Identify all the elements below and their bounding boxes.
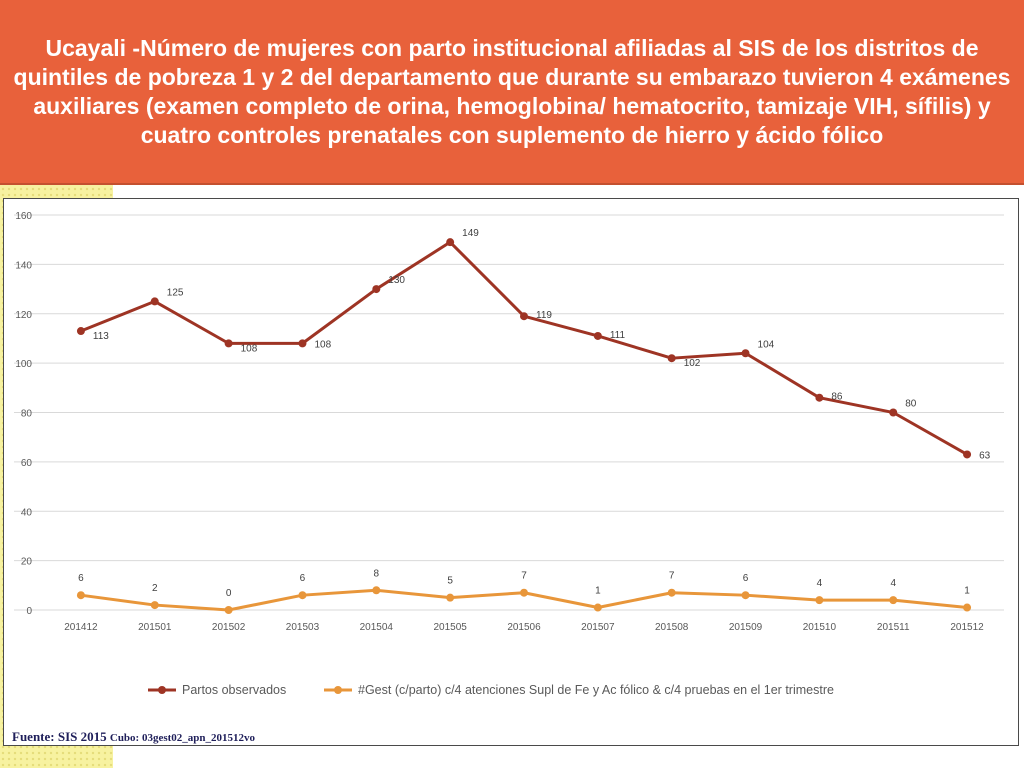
data-label-series-1: 108	[314, 339, 331, 350]
data-label-series-2: 6	[743, 573, 749, 584]
x-tick-label: 201506	[507, 622, 541, 633]
data-point-series-2	[667, 588, 676, 597]
data-point-series-2	[889, 596, 898, 605]
y-tick-label: 0	[26, 606, 32, 617]
y-tick-label: 140	[15, 260, 32, 271]
data-label-series-1: 111	[610, 330, 626, 341]
x-tick-label: 201508	[655, 622, 689, 633]
x-tick-label: 201509	[729, 622, 763, 633]
y-tick-label: 20	[21, 557, 33, 568]
legend-item-series-2: #Gest (c/parto) c/4 atenciones Supl de F…	[324, 683, 834, 697]
data-label-series-2: 1	[595, 586, 601, 597]
data-label-series-1: 86	[831, 392, 843, 403]
data-point-series-1	[889, 408, 898, 417]
data-label-series-1: 113	[93, 331, 109, 342]
data-label-series-2: 7	[669, 571, 675, 582]
data-label-series-1: 108	[241, 343, 258, 354]
data-label-series-1: 102	[684, 358, 701, 369]
x-tick-label: 201504	[360, 622, 394, 633]
data-label-series-1: 104	[758, 339, 775, 350]
data-point-series-1	[372, 285, 381, 294]
data-point-series-1	[963, 450, 972, 459]
page-title: Ucayali -Número de mujeres con parto ins…	[13, 34, 1011, 148]
data-point-series-2	[963, 603, 972, 612]
y-tick-label: 120	[15, 310, 32, 321]
data-point-series-2	[150, 601, 159, 610]
data-point-series-2	[593, 603, 602, 612]
x-tick-label: 201512	[950, 622, 984, 633]
x-tick-label: 201511	[877, 622, 910, 633]
data-label-series-2: 4	[817, 578, 823, 589]
data-point-series-1	[150, 297, 159, 306]
data-point-series-2	[224, 606, 233, 614]
data-point-series-2	[446, 593, 455, 602]
data-point-series-2	[372, 586, 381, 595]
source-label: Fuente: SIS 2015	[12, 729, 107, 744]
data-point-series-1	[520, 312, 528, 321]
data-label-series-1: 125	[167, 287, 184, 298]
y-tick-label: 160	[15, 211, 32, 222]
x-tick-label: 201510	[803, 622, 837, 633]
x-tick-label: 201412	[64, 622, 98, 633]
data-label-series-2: 0	[226, 588, 232, 599]
data-point-series-1	[446, 238, 455, 247]
data-label-series-2: 6	[300, 573, 306, 584]
data-point-series-1	[593, 331, 602, 340]
y-tick-label: 100	[15, 359, 32, 370]
data-label-series-2: 1	[964, 586, 970, 597]
data-label-series-2: 5	[447, 576, 453, 587]
x-tick-label: 201503	[286, 622, 320, 633]
x-tick-label: 201501	[138, 622, 172, 633]
data-label-series-1: 130	[388, 275, 405, 286]
legend-label: #Gest (c/parto) c/4 atenciones Supl de F…	[358, 683, 834, 697]
data-label-series-2: 7	[521, 571, 527, 582]
series-line-1	[80, 240, 968, 456]
data-label-series-2: 2	[152, 583, 158, 594]
source-note: Fuente: SIS 2015 Cubo: 03gest02_apn_2015…	[12, 729, 255, 745]
x-tick-label: 201507	[581, 622, 615, 633]
legend-label: Partos observados	[182, 683, 286, 697]
y-tick-label: 60	[21, 458, 33, 469]
data-label-series-2: 4	[890, 578, 896, 589]
data-label-series-2: 6	[78, 573, 84, 584]
source-cube: Cubo: 03gest02_apn_201512vo	[109, 732, 256, 744]
x-tick-label: 201505	[433, 622, 467, 633]
data-label-series-2: 8	[374, 568, 380, 579]
data-point-series-1	[667, 354, 676, 363]
legend-item-series-1: Partos observados	[148, 683, 286, 697]
x-tick-label: 201502	[212, 622, 246, 633]
data-point-series-2	[815, 596, 824, 605]
legend-marker-icon	[334, 686, 342, 694]
data-point-series-2	[741, 591, 750, 600]
y-tick-label: 40	[21, 507, 33, 518]
data-point-series-1	[298, 339, 307, 348]
data-point-series-2	[520, 588, 528, 597]
chart-frame: 0 20 40 60 80 100 120 140 160 201412 201501 201502…	[3, 198, 1019, 746]
data-label-series-1: 149	[462, 228, 479, 239]
data-point-series-2	[298, 591, 307, 600]
data-label-series-1: 63	[979, 450, 991, 461]
y-tick-label: 80	[21, 409, 33, 420]
data-label-series-1: 80	[905, 399, 917, 410]
data-point-series-1	[224, 339, 233, 348]
data-point-series-2	[76, 591, 85, 600]
data-point-series-1	[76, 327, 85, 336]
data-point-series-1	[815, 393, 824, 402]
legend-marker-icon	[158, 686, 166, 694]
title-banner: Ucayali -Número de mujeres con parto ins…	[0, 0, 1024, 185]
data-label-series-1: 119	[536, 310, 552, 321]
data-point-series-1	[741, 349, 750, 358]
